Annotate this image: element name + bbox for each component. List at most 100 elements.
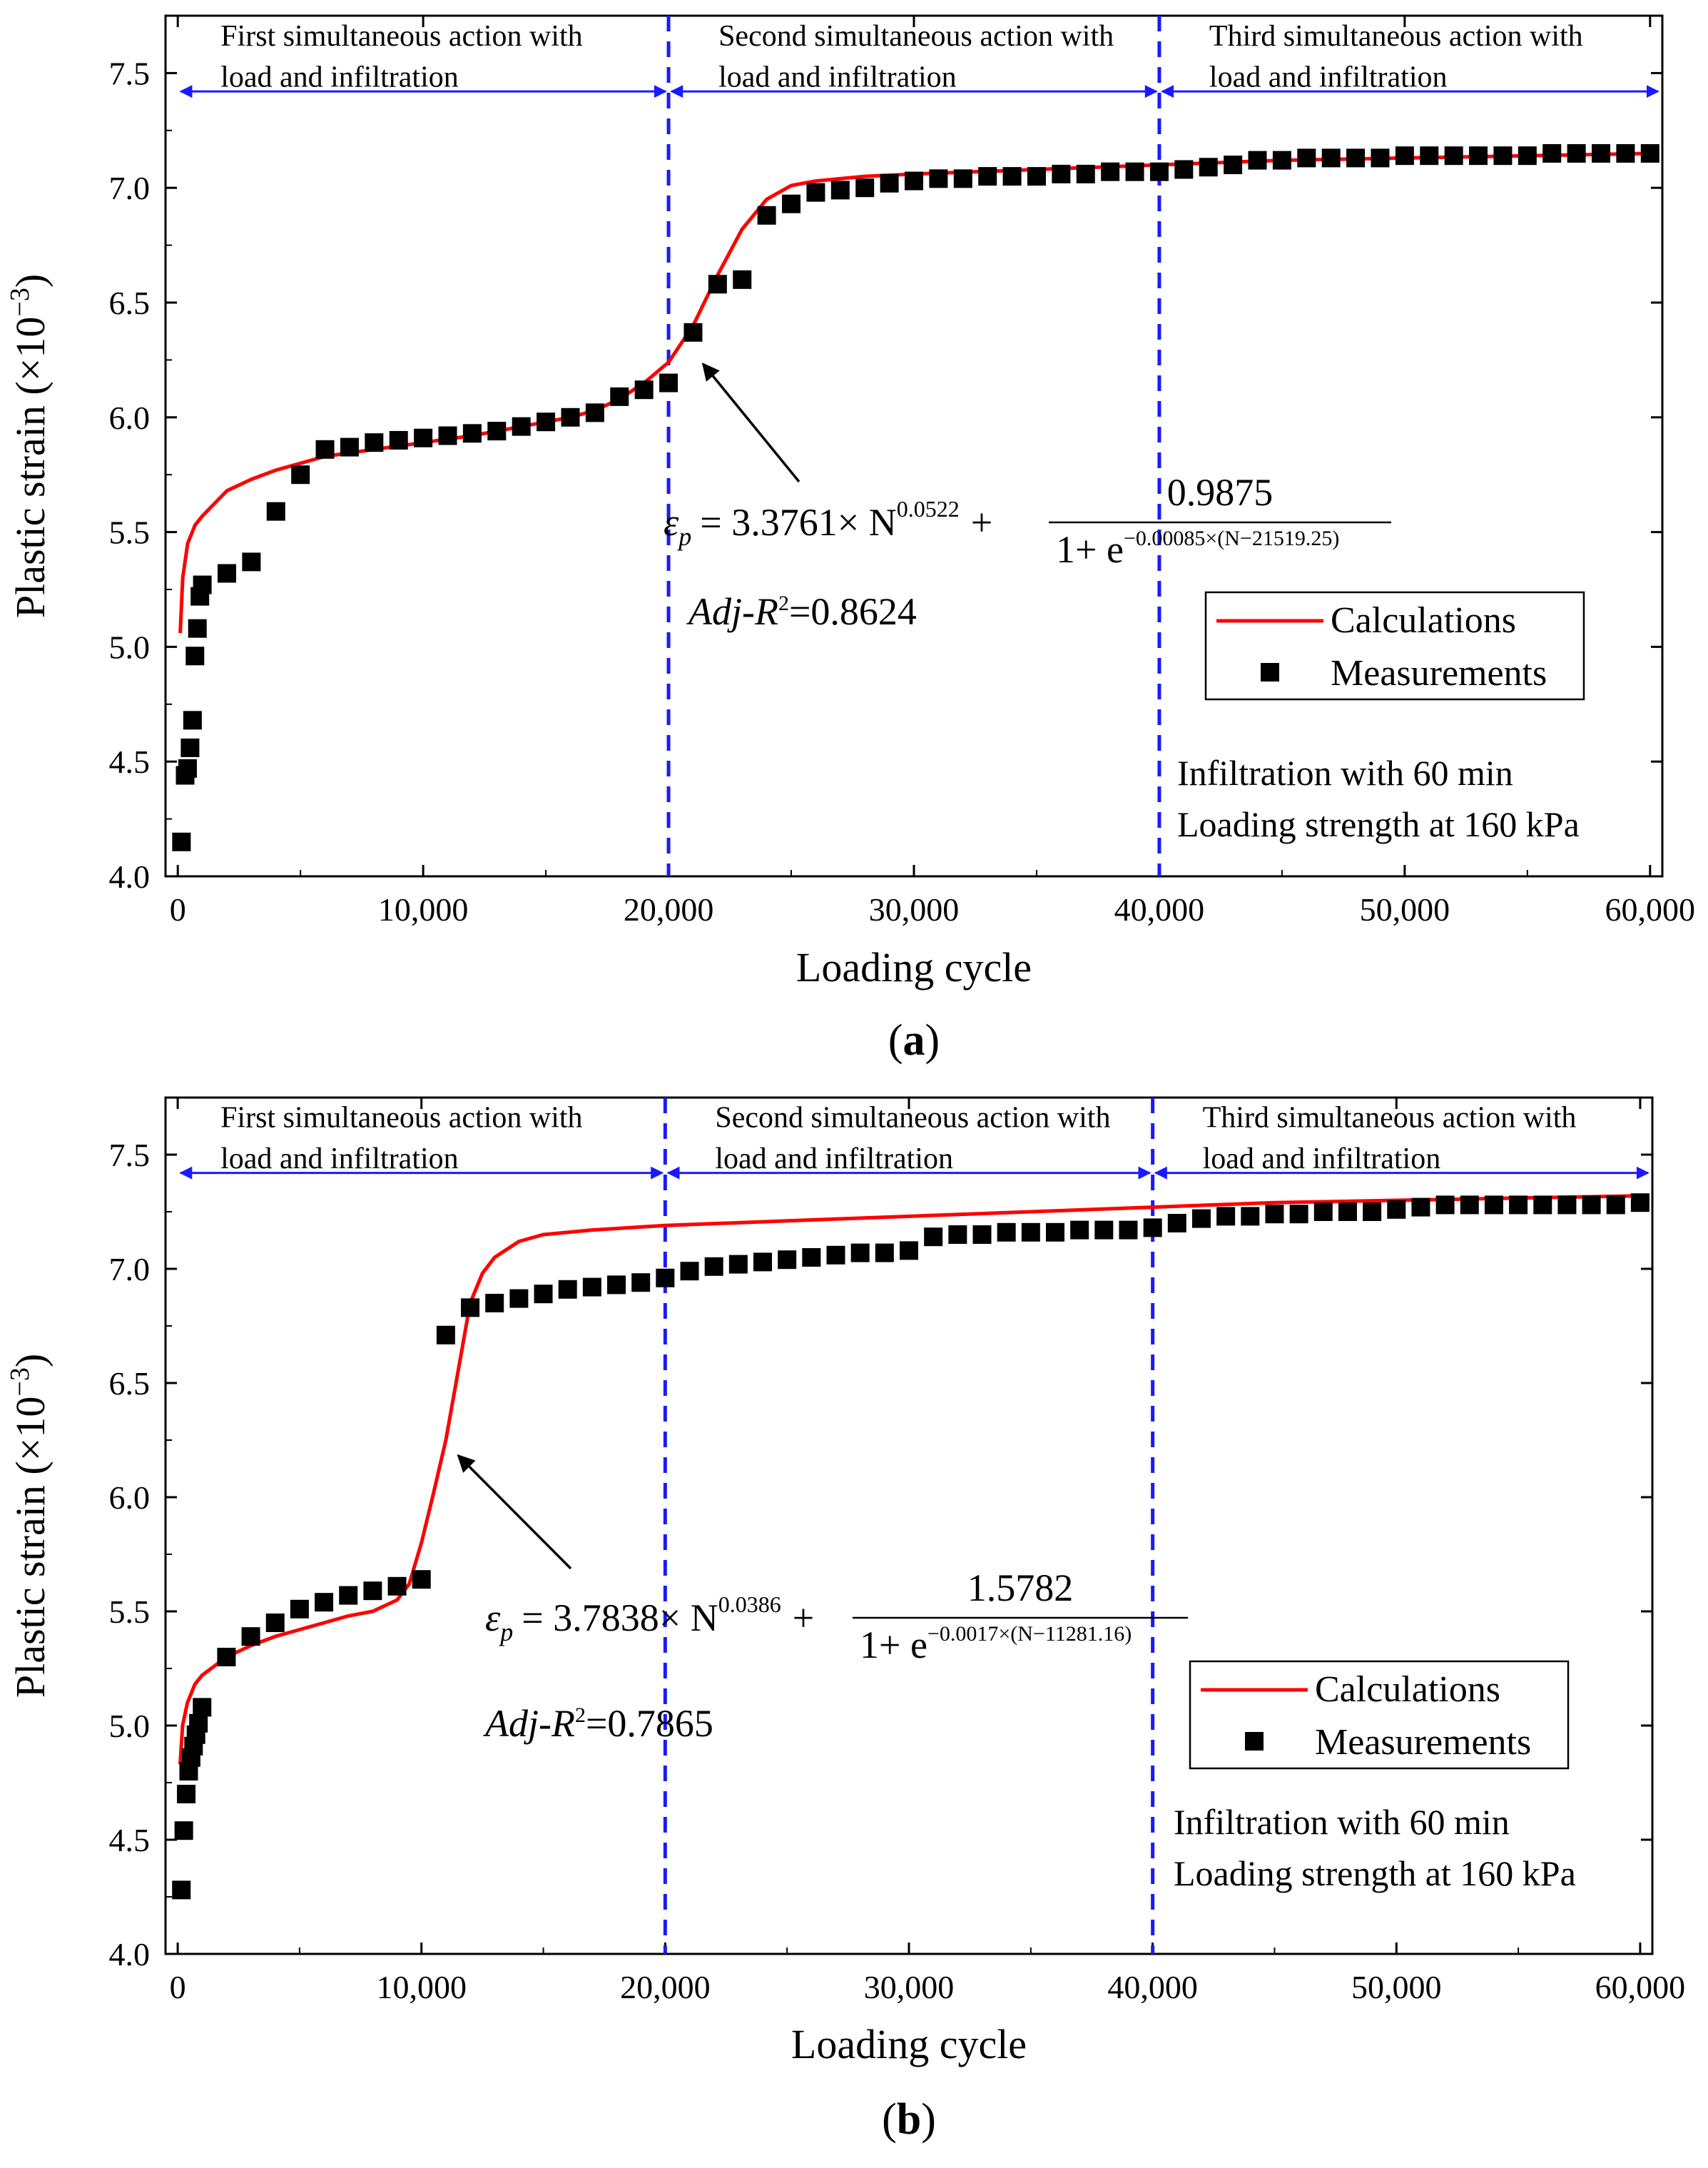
measurement-point xyxy=(189,1713,208,1733)
equation-exponent: 0.0386 xyxy=(718,1591,781,1617)
measurement-point xyxy=(802,1248,821,1267)
legend-label-calculations: Calculations xyxy=(1315,1669,1500,1710)
measurement-point xyxy=(1395,146,1414,166)
test-condition-text: Infiltration with 60 min xyxy=(1174,1802,1510,1842)
measurement-point xyxy=(461,1298,480,1317)
measurement-point xyxy=(753,1252,773,1272)
y-tick-label: 7.0 xyxy=(109,170,151,206)
measurement-point xyxy=(414,428,433,447)
measurement-point xyxy=(265,1614,285,1632)
x-tick-label: 40,000 xyxy=(1114,891,1205,928)
phase-label-line1: Second simultaneous action with xyxy=(718,20,1114,53)
x-tick-label: 30,000 xyxy=(864,1969,955,2005)
x-tick-label: 10,000 xyxy=(376,1969,467,2005)
measurement-point xyxy=(1076,164,1095,183)
measurement-point xyxy=(757,206,776,225)
measurement-point xyxy=(217,1648,236,1666)
measurement-point xyxy=(830,181,850,200)
measurement-point xyxy=(177,1785,196,1803)
test-condition-text: Infiltration with 60 min xyxy=(1177,753,1513,793)
measurement-point xyxy=(1493,146,1513,166)
measurement-point xyxy=(1371,148,1390,168)
equation-coef: = 3.7838× N xyxy=(522,1596,718,1639)
measurement-point xyxy=(704,1257,723,1276)
measurement-point xyxy=(631,1273,651,1292)
measurement-point xyxy=(1533,1195,1552,1215)
phase-label-line2: load and infiltration xyxy=(1203,1143,1441,1175)
equation-lhs: ε xyxy=(485,1596,501,1639)
measurement-point xyxy=(1444,146,1463,166)
measurement-point xyxy=(242,552,261,572)
measurement-point xyxy=(1509,1195,1528,1215)
measurement-point xyxy=(315,440,335,459)
phase-label-line2: load and infiltration xyxy=(715,1143,953,1175)
measurement-point xyxy=(1149,162,1169,181)
x-tick-label: 20,000 xyxy=(624,891,714,928)
y-tick-label: 5.0 xyxy=(109,1708,151,1744)
y-axis-title-exponent: −3 xyxy=(5,288,35,316)
measurement-point xyxy=(1248,151,1267,170)
panel-label: (b) xyxy=(882,2095,936,2144)
measurement-point xyxy=(389,430,408,450)
chart-panel-a: 0 10,000 20,000 30,000 40,000 50,000 60,000 4.0… xyxy=(5,14,1695,1065)
measurement-point xyxy=(582,1277,601,1297)
legend-label-measurements: Measurements xyxy=(1315,1722,1531,1763)
measurement-point xyxy=(1021,1222,1040,1242)
y-axis-title: Plastic strain (×10−3) xyxy=(5,274,54,618)
measurement-point xyxy=(1567,143,1586,163)
equation-numerator: 0.9875 xyxy=(1167,471,1274,514)
measurement-point xyxy=(1216,1207,1236,1226)
measurement-point xyxy=(1125,162,1144,181)
x-tick-label: 50,000 xyxy=(1351,1969,1442,2005)
adj-r2-label: Adj-R xyxy=(483,1702,575,1745)
measurement-point xyxy=(1052,164,1071,183)
measurement-point xyxy=(875,1243,894,1262)
measurement-point xyxy=(183,711,202,730)
measurement-point xyxy=(1119,1220,1138,1240)
measurement-point xyxy=(610,387,629,406)
phase-label-line1: First simultaneous action with xyxy=(220,20,582,53)
measurement-point xyxy=(880,173,899,193)
measurement-point xyxy=(1363,1202,1382,1221)
phase-label-line1: First simultaneous action with xyxy=(220,1102,582,1135)
measurement-point xyxy=(1297,148,1316,168)
measurement-point xyxy=(585,403,604,422)
measurement-point xyxy=(634,380,654,400)
measurement-point xyxy=(680,1262,699,1281)
measurement-point xyxy=(1027,167,1046,186)
y-tick-label: 4.5 xyxy=(109,1822,151,1858)
measurement-point xyxy=(438,426,457,445)
measurement-point xyxy=(339,1586,358,1605)
equation-plus: + xyxy=(971,501,992,544)
equation-denominator-exponent: −0.00085×(N−21519.25) xyxy=(1124,527,1339,550)
measurement-point xyxy=(782,194,801,213)
adj-r2-value: Adj-R2=0.8624 xyxy=(686,590,917,633)
measurement-point xyxy=(172,1880,191,1900)
measurement-point xyxy=(558,1280,577,1299)
measurement-point xyxy=(217,564,236,583)
panel-label: (a) xyxy=(888,1016,940,1065)
measurement-point xyxy=(1199,158,1218,177)
measurement-point xyxy=(850,1243,870,1262)
y-tick-label: 6.0 xyxy=(109,1479,151,1516)
measurement-point xyxy=(193,575,212,594)
x-axis-title: Loading cycle xyxy=(796,944,1032,991)
y-tick-label: 4.0 xyxy=(109,1936,151,1972)
measurement-point xyxy=(1630,1193,1649,1212)
measurement-point xyxy=(1346,148,1366,168)
measurement-point xyxy=(929,169,948,188)
phase-label-line2: load and infiltration xyxy=(220,61,459,94)
fit-equation: εp = 3.3761× N0.0522 + xyxy=(664,496,992,551)
phase-label-line1: Second simultaneous action with xyxy=(715,1102,1110,1135)
x-tick-label: 0 xyxy=(170,891,186,928)
measurement-point xyxy=(1469,146,1488,166)
equation-lhs-sub: p xyxy=(676,522,691,551)
y-axis-title-main: Plastic strain (×10 xyxy=(7,1397,54,1698)
measurement-point xyxy=(1265,1205,1284,1224)
measurement-point xyxy=(1101,162,1120,181)
measurement-point xyxy=(1143,1218,1162,1237)
y-axis-title-close: ) xyxy=(7,1354,54,1367)
x-tick-label: 50,000 xyxy=(1360,891,1450,928)
panel-label-close: ) xyxy=(921,2095,936,2144)
measurement-point xyxy=(806,183,825,202)
